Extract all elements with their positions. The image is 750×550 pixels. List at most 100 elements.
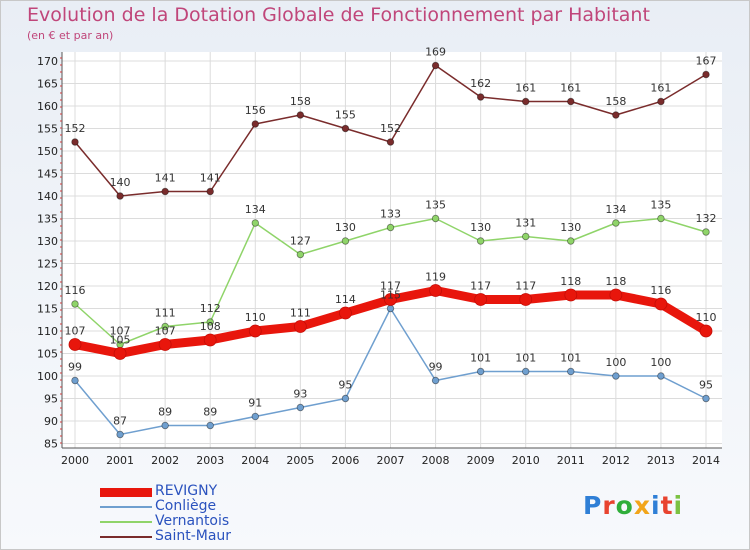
plot-area bbox=[62, 52, 722, 448]
logo-letter: P bbox=[583, 491, 603, 520]
data-label: 140 bbox=[110, 176, 131, 189]
data-label: 110 bbox=[245, 311, 266, 324]
data-point bbox=[476, 367, 485, 376]
data-point bbox=[161, 421, 169, 430]
y-tick-label: 160 bbox=[37, 100, 58, 113]
data-label: 107 bbox=[155, 325, 176, 338]
legend-label: REVIGNY bbox=[155, 483, 218, 499]
data-point bbox=[341, 124, 350, 133]
data-point bbox=[71, 138, 79, 146]
x-tick-label: 2009 bbox=[467, 454, 495, 467]
data-label: 162 bbox=[470, 77, 491, 90]
data-point bbox=[341, 394, 350, 403]
data-label: 95 bbox=[699, 379, 713, 392]
data-point bbox=[339, 306, 352, 320]
data-label: 161 bbox=[560, 82, 581, 95]
y-tick-label: 115 bbox=[37, 303, 58, 316]
x-tick-label: 2008 bbox=[422, 454, 450, 467]
legend-item: Conliège bbox=[100, 499, 320, 514]
x-tick-label: 2007 bbox=[377, 454, 405, 467]
data-label: 132 bbox=[696, 212, 717, 225]
logo-letter: x bbox=[633, 491, 651, 520]
data-point bbox=[476, 237, 485, 245]
data-label: 116 bbox=[65, 284, 86, 297]
data-point bbox=[567, 237, 575, 245]
data-label: 141 bbox=[155, 172, 176, 185]
logo-letter: i bbox=[651, 491, 661, 520]
data-label: 130 bbox=[470, 221, 491, 234]
data-point bbox=[522, 232, 530, 241]
x-tick-label: 2004 bbox=[241, 454, 269, 467]
data-point bbox=[564, 288, 578, 302]
data-label: 101 bbox=[470, 352, 491, 365]
y-tick-label: 145 bbox=[37, 168, 58, 181]
data-label: 100 bbox=[650, 356, 671, 369]
legend-item: REVIGNY bbox=[100, 484, 320, 499]
y-tick-label: 150 bbox=[37, 145, 58, 158]
y-tick-label: 105 bbox=[37, 348, 58, 361]
data-point bbox=[702, 70, 710, 79]
proxiti-logo: Proxiti bbox=[583, 491, 683, 520]
data-point bbox=[251, 120, 259, 128]
x-tick-label: 2012 bbox=[602, 454, 630, 467]
data-point bbox=[522, 97, 530, 106]
data-point bbox=[161, 187, 169, 196]
data-point bbox=[206, 187, 214, 196]
data-label: 156 bbox=[245, 104, 266, 117]
data-label: 155 bbox=[335, 109, 356, 122]
data-label: 101 bbox=[515, 352, 536, 365]
logo-letter: i bbox=[673, 491, 684, 520]
data-point bbox=[116, 192, 124, 200]
y-tick-label: 125 bbox=[37, 258, 58, 271]
x-tick-label: 2005 bbox=[286, 454, 314, 467]
x-tick-label: 2010 bbox=[512, 454, 540, 467]
legend-item: Vernantois bbox=[100, 514, 320, 529]
data-label: 89 bbox=[203, 406, 217, 419]
data-label: 130 bbox=[560, 221, 581, 234]
y-tick-label: 120 bbox=[37, 280, 58, 293]
data-label: 127 bbox=[290, 235, 311, 248]
x-tick-label: 2011 bbox=[557, 454, 585, 467]
data-label: 134 bbox=[245, 203, 266, 216]
data-label: 135 bbox=[650, 199, 671, 212]
data-point bbox=[296, 403, 305, 412]
data-point bbox=[251, 412, 259, 421]
data-point bbox=[612, 111, 620, 119]
x-tick-label: 2000 bbox=[61, 454, 89, 467]
data-point bbox=[519, 293, 533, 306]
data-point bbox=[657, 372, 665, 380]
x-tick-label: 2002 bbox=[151, 454, 179, 467]
data-point bbox=[702, 394, 710, 403]
data-label: 107 bbox=[65, 325, 86, 338]
data-point bbox=[654, 297, 668, 311]
data-label: 117 bbox=[380, 280, 401, 293]
y-tick-label: 135 bbox=[37, 213, 58, 226]
x-tick-label: 2001 bbox=[106, 454, 134, 467]
y-tick-label: 155 bbox=[37, 123, 58, 136]
data-label: 93 bbox=[293, 388, 307, 401]
data-point bbox=[158, 338, 172, 351]
data-label: 158 bbox=[290, 95, 311, 108]
data-point bbox=[702, 228, 710, 236]
logo-letter: t bbox=[660, 491, 674, 520]
data-label: 161 bbox=[515, 82, 536, 95]
y-tick-label: 90 bbox=[44, 415, 58, 428]
data-point bbox=[431, 214, 440, 223]
data-label: 91 bbox=[248, 397, 262, 410]
data-label: 167 bbox=[696, 55, 717, 68]
data-label: 89 bbox=[158, 406, 172, 419]
data-point bbox=[567, 367, 575, 376]
data-point bbox=[657, 214, 665, 223]
data-point bbox=[474, 293, 488, 306]
data-point bbox=[699, 324, 713, 338]
data-point bbox=[68, 338, 82, 351]
data-label: 118 bbox=[605, 275, 626, 288]
data-label: 118 bbox=[560, 275, 581, 288]
data-point bbox=[251, 219, 259, 227]
logo-letter: r bbox=[602, 491, 616, 520]
data-label: 107 bbox=[110, 325, 131, 338]
data-label: 99 bbox=[429, 361, 443, 374]
data-point bbox=[71, 376, 79, 385]
data-label: 110 bbox=[696, 311, 717, 324]
